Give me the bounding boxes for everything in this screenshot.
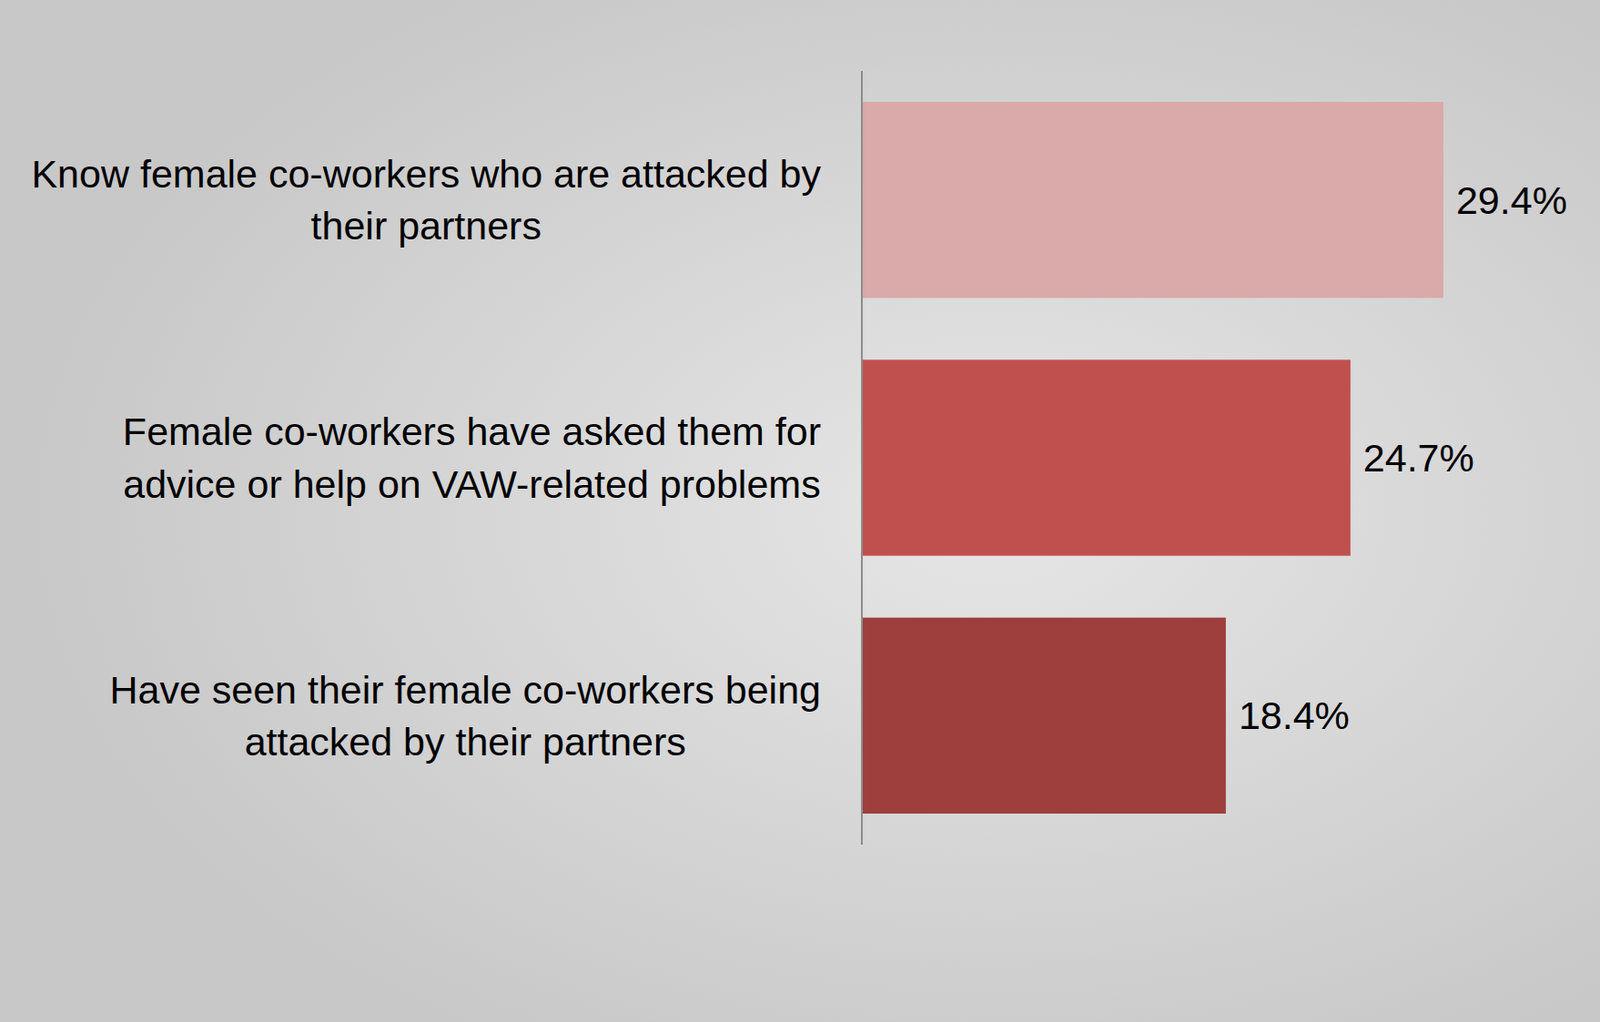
bar [861,359,1351,556]
bar [861,617,1226,814]
category-label: Female co-workers have asked them foradv… [122,409,821,506]
axis-line [860,70,863,845]
data-label: 29.4% [1456,178,1568,223]
category-label: Know female co-workers who are attacked … [30,151,821,248]
category-label: Have seen their female co-workers beinga… [109,668,821,764]
background [0,0,1600,1022]
bars [861,101,1444,814]
chart-root: 29.4% Know female co-workers who are atta… [0,0,1600,1022]
labels: 29.4% Know female co-workers who are atta… [30,151,1567,764]
data-label: 24.7% [1363,435,1475,480]
data-label: 18.4% [1238,693,1350,738]
bar [861,101,1444,298]
chart: 29.4% Know female co-workers who are atta… [0,0,1600,1022]
